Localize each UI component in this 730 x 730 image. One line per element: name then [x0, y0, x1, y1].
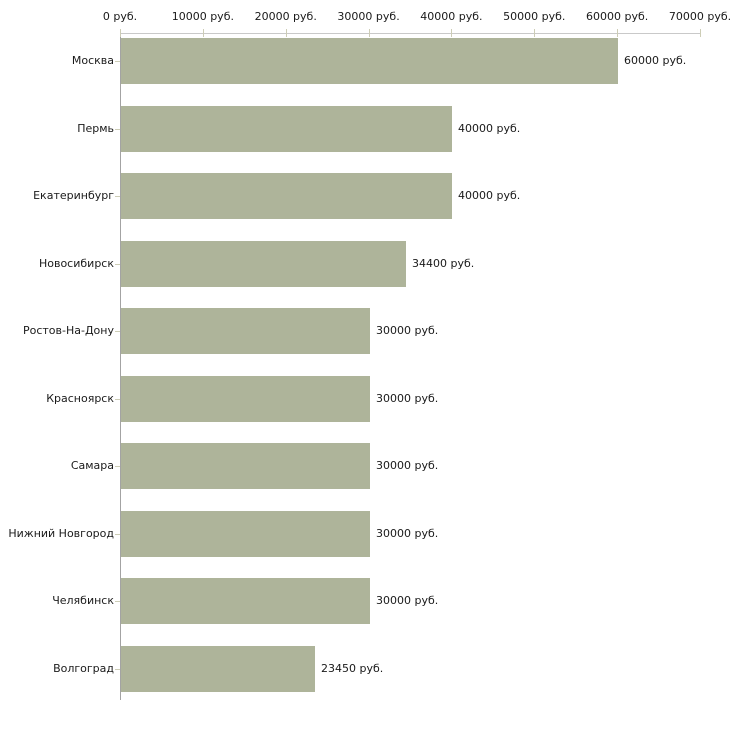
bar-value-label: 30000 руб.: [376, 392, 439, 405]
category-tick-mark: [115, 466, 120, 467]
x-axis-tick-mark: [120, 29, 121, 37]
bar-value-label: 60000 руб.: [624, 54, 687, 67]
category-tick-mark: [115, 331, 120, 332]
category-tick-mark: [115, 196, 120, 197]
category-label: Нижний Новгород: [8, 527, 114, 540]
x-axis-tick-label: 60000 руб.: [586, 10, 649, 23]
bar: [121, 241, 406, 287]
x-axis-tick-mark: [368, 29, 370, 37]
category-label: Челябинск: [52, 594, 114, 607]
bar-value-label: 30000 руб.: [376, 594, 439, 607]
category-label: Новосибирск: [38, 257, 114, 270]
category-tick-mark: [115, 601, 120, 602]
category-label: Самара: [70, 459, 114, 472]
bar-value-label: 40000 руб.: [458, 189, 521, 202]
y-axis-line: [120, 33, 121, 700]
bar: [121, 308, 370, 354]
x-axis-tick-label: 30000 руб.: [337, 10, 400, 23]
bar: [121, 376, 370, 422]
category-tick-mark: [115, 669, 120, 670]
x-axis-tick-label: 70000 руб.: [668, 10, 730, 23]
bar-value-label: 40000 руб.: [458, 122, 521, 135]
bar-value-label: 23450 руб.: [321, 662, 384, 675]
bar: [121, 646, 315, 692]
x-axis-tick-mark: [534, 29, 536, 37]
x-axis-tick-label: 0 руб.: [102, 10, 138, 23]
x-axis-tick-mark: [617, 29, 619, 37]
bar: [121, 173, 452, 219]
x-axis-tick-label: 20000 руб.: [254, 10, 317, 23]
category-tick-mark: [115, 61, 120, 62]
category-tick-mark: [115, 129, 120, 130]
x-axis-tick-label: 10000 руб.: [171, 10, 234, 23]
category-tick-mark: [115, 399, 120, 400]
x-axis-tick-mark: [700, 29, 701, 37]
bar-value-label: 30000 руб.: [376, 324, 439, 337]
bar: [121, 106, 452, 152]
category-tick-mark: [115, 534, 120, 535]
bar-value-label: 30000 руб.: [376, 459, 439, 472]
bar: [121, 38, 618, 84]
bar: [121, 511, 370, 557]
bar: [121, 443, 370, 489]
category-label: Волгоград: [53, 662, 114, 675]
x-axis-tick-mark: [285, 29, 287, 37]
x-axis-line: [120, 33, 700, 34]
category-label: Екатеринбург: [33, 189, 114, 202]
bar-value-label: 30000 руб.: [376, 527, 439, 540]
x-axis-tick-label: 50000 руб.: [503, 10, 566, 23]
x-axis-tick-mark: [202, 29, 204, 37]
category-label: Ростов-На-Дону: [22, 324, 114, 337]
x-axis-tick-mark: [451, 29, 453, 37]
category-tick-mark: [115, 264, 120, 265]
category-label: Красноярск: [46, 392, 114, 405]
bar: [121, 578, 370, 624]
category-label: Пермь: [77, 122, 114, 135]
category-label: Москва: [71, 54, 114, 67]
x-axis-tick-label: 40000 руб.: [420, 10, 483, 23]
bar-value-label: 34400 руб.: [412, 257, 475, 270]
